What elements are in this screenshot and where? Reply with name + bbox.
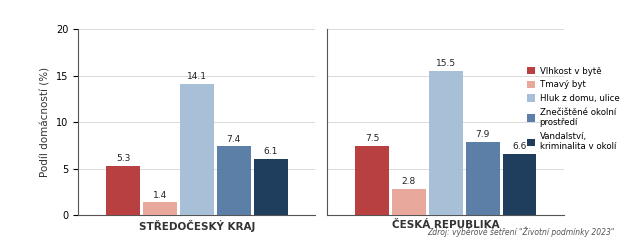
Text: Zdroj: výběrové šetření "Životní podmínky 2023": Zdroj: výběrové šetření "Životní podmínk… (427, 227, 614, 237)
Text: 14.1: 14.1 (187, 72, 207, 81)
Bar (180, 84, 214, 215)
Text: 6.6: 6.6 (512, 142, 527, 151)
Text: 2.8: 2.8 (402, 177, 416, 187)
Text: 15.5: 15.5 (436, 59, 456, 68)
Legend: Vlhkost v bytě, Tmavý byt, Hluk z domu, ulice, Znečištěné okolní
prostředí, Vand: Vlhkost v bytě, Tmavý byt, Hluk z domu, … (523, 63, 623, 155)
Bar (217, 146, 251, 215)
Bar (143, 202, 177, 215)
Y-axis label: Podíl domácností (%): Podíl domácností (%) (41, 67, 51, 177)
Text: 7.9: 7.9 (475, 130, 490, 139)
Text: 1.4: 1.4 (153, 190, 167, 200)
Bar (392, 189, 426, 215)
Text: 6.1: 6.1 (263, 147, 278, 156)
Bar (106, 166, 140, 215)
Bar (355, 145, 389, 215)
Bar (254, 159, 288, 215)
Bar (429, 71, 463, 215)
Text: 7.4: 7.4 (226, 135, 241, 144)
Bar (466, 142, 500, 215)
Bar (503, 154, 537, 215)
Text: 5.3: 5.3 (116, 154, 130, 163)
Text: 7.5: 7.5 (365, 134, 379, 143)
